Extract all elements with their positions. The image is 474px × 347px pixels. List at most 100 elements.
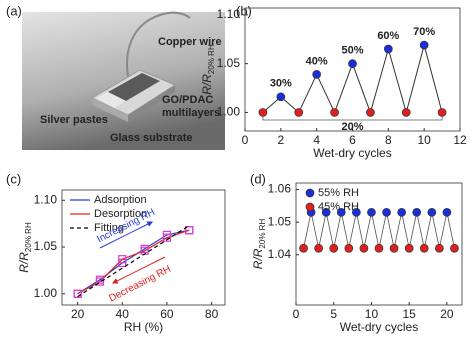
y-tick-label: 1.10 — [217, 7, 241, 21]
marker — [383, 44, 393, 54]
marker — [348, 59, 357, 68]
panel-label: (a) — [6, 3, 22, 18]
label: Glass substrate — [110, 132, 193, 144]
marker — [389, 243, 399, 253]
marker — [397, 208, 406, 217]
legend-marker — [305, 202, 315, 212]
marker — [427, 208, 437, 217]
connector — [446, 212, 455, 249]
x-tick-label: 8 — [385, 133, 392, 147]
connector — [378, 212, 387, 249]
annotation: 70% — [413, 26, 435, 38]
marker — [401, 108, 411, 117]
marker — [435, 243, 444, 253]
marker — [321, 208, 331, 217]
x-tick-label: 10 — [417, 133, 431, 147]
marker — [294, 108, 304, 117]
x-tick-label: 15 — [403, 307, 417, 321]
legend-label: 45% RH — [318, 201, 359, 213]
glass-edge — [92, 98, 128, 122]
marker — [352, 208, 361, 217]
y-tick-label: 1.10 — [34, 192, 58, 206]
marker — [329, 243, 339, 253]
x-axis-label: RH (%) — [124, 320, 163, 334]
film — [108, 73, 160, 101]
y-tick-label: 1.00 — [34, 286, 58, 300]
connector — [318, 212, 327, 249]
x-tick-label: 10 — [365, 307, 379, 321]
marker — [314, 243, 323, 253]
marker — [366, 108, 375, 117]
connector — [401, 212, 410, 249]
marker — [118, 255, 127, 264]
x-tick-label: 40 — [116, 307, 130, 321]
arrow — [111, 256, 166, 284]
marker — [374, 243, 384, 253]
marker — [437, 108, 447, 117]
y-axis-label: R/R20% RH — [251, 219, 267, 270]
marker — [450, 243, 459, 253]
label: Copper wire — [158, 36, 222, 48]
y-label-sub: 20% RH — [24, 222, 33, 252]
wire — [126, 11, 191, 96]
connector — [393, 212, 403, 249]
label: GO/PDAC — [162, 94, 213, 106]
series-line — [77, 225, 190, 298]
x-tick-label: 2 — [277, 133, 284, 147]
marker — [412, 208, 422, 217]
marker — [359, 243, 369, 253]
y-tick-label: 1.05 — [268, 214, 292, 228]
plot-frame — [295, 182, 463, 306]
x-tick-label: 6 — [349, 133, 356, 147]
y-tick-label: 1.00 — [217, 105, 241, 119]
x-tick-label: 0 — [293, 307, 300, 321]
connector — [303, 212, 312, 249]
x-tick-label: 4 — [313, 133, 320, 147]
connector — [438, 212, 448, 249]
marker — [299, 243, 308, 253]
annotation: 20% — [341, 121, 363, 133]
x-axis-label: Wet-dry cycles — [313, 146, 391, 160]
label: multilayers — [162, 107, 220, 119]
y-axis-label: R/R20% RH — [200, 44, 216, 95]
marker — [185, 226, 194, 235]
y-label-main: R/R — [17, 252, 31, 273]
marker — [382, 208, 391, 217]
connector — [363, 212, 372, 249]
marker — [344, 243, 354, 253]
marker — [258, 108, 268, 117]
y-tick-label: 1.06 — [268, 182, 292, 196]
x-axis-label: Wet-dry cycles — [340, 320, 418, 334]
x-tick-label: 12 — [453, 133, 467, 147]
connector — [325, 212, 335, 249]
paste — [96, 92, 126, 108]
x-tick-label: 20 — [440, 307, 454, 321]
y-tick-label: 1.04 — [268, 247, 292, 261]
legend-label: 55% RH — [318, 187, 359, 199]
x-tick-label: 0 — [242, 133, 249, 147]
marker — [336, 208, 346, 217]
x-tick-label: 5 — [330, 307, 337, 321]
connector — [431, 212, 440, 249]
legend-label: Desorption — [94, 208, 147, 220]
photo-panel: Copper wire GO/PDAC multilayers Silver p… — [6, 3, 225, 150]
marker — [312, 70, 322, 79]
connector — [333, 212, 342, 249]
y-label-main: R/R — [200, 74, 214, 95]
connector — [386, 212, 395, 249]
panel-label: (c) — [6, 171, 21, 186]
legend-label: Adsorption — [94, 194, 147, 206]
annotation: 60% — [377, 30, 399, 42]
marker — [367, 208, 376, 217]
marker — [162, 233, 172, 242]
y-axis-label: R/R20% RH — [17, 222, 33, 273]
connector — [340, 212, 350, 249]
x-tick-label: 80 — [205, 307, 219, 321]
y-label-main: R/R — [251, 248, 265, 269]
y-tick-label: 1.05 — [34, 239, 58, 253]
x-tick-label: 20 — [71, 307, 85, 321]
y-tick-label: 1.05 — [217, 56, 241, 70]
marker — [73, 289, 82, 298]
legend-marker — [305, 188, 315, 198]
